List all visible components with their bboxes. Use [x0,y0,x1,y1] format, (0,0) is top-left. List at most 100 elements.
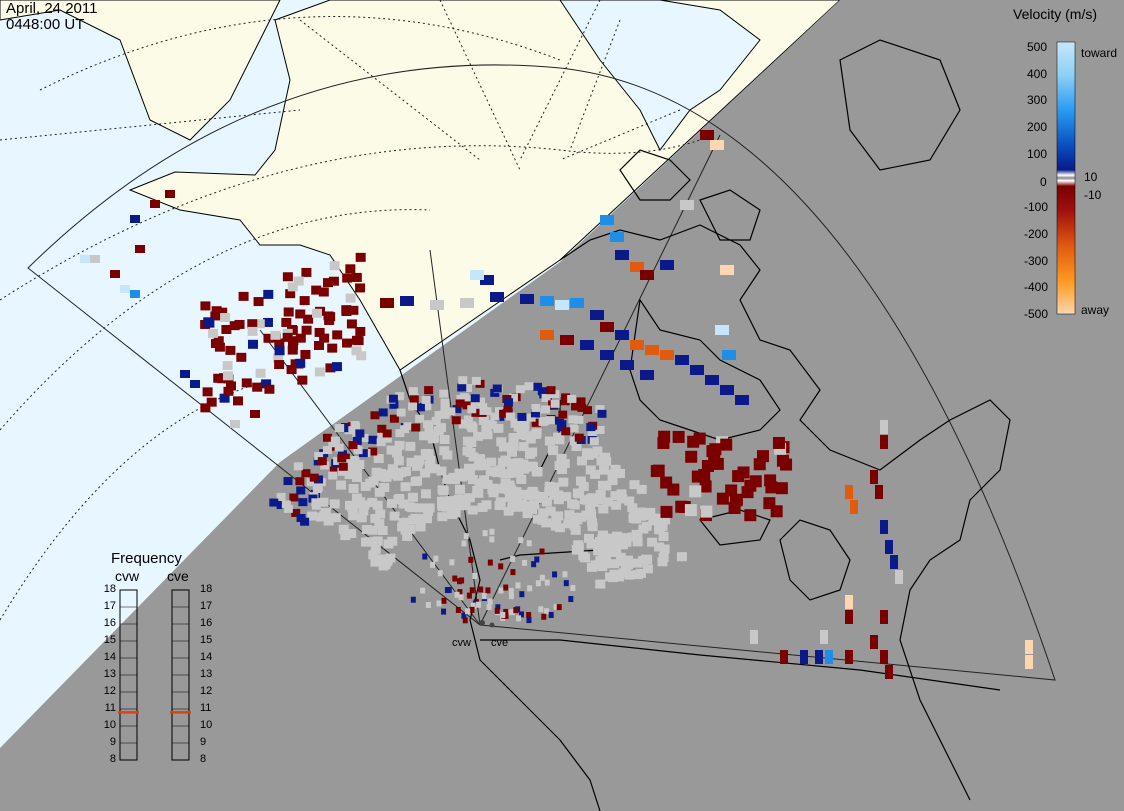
velocity-cell [503,506,514,516]
radar-site-cve [489,622,495,628]
velocity-cell [454,591,460,598]
frequency-label-left: 15 [103,634,116,646]
velocity-cell [749,475,762,488]
velocity-cell [1025,640,1033,654]
velocity-cell [346,528,357,538]
velocity-cell [597,409,607,418]
velocity-cell [519,591,525,598]
velocity-cell [630,340,644,350]
velocity-cell [391,448,402,458]
velocity-cell [772,436,785,449]
velocity-cell [850,500,858,514]
time-label: 0448:00 UT [6,16,85,33]
velocity-cell [504,492,515,502]
velocity-cell [330,513,341,523]
velocity-cell [319,333,330,343]
velocity-cell [457,383,467,392]
velocity-cell [513,468,524,478]
velocity-cell [351,335,362,345]
velocity-cell [344,500,355,510]
velocity-cell [425,602,431,609]
velocity-cell [597,480,608,490]
velocity-cell [527,585,533,592]
velocity-scale-title: Velocity (m/s) [1013,6,1098,22]
velocity-cell [845,485,853,499]
velocity-cell [329,466,339,475]
velocity-cell [526,540,532,547]
frequency-label-left: 14 [103,651,116,663]
frequency-label-left: 8 [109,753,116,765]
velocity-cell [581,448,592,458]
velocity-cell [595,537,606,547]
velocity-cell [420,468,431,478]
velocity-cell [262,317,273,327]
velocity-cell [775,482,788,495]
velocity-cell [526,617,532,624]
velocity-cell [577,403,587,412]
velocity-cell [356,351,367,361]
velocity-cell [402,531,413,541]
velocity-cell [226,381,237,391]
velocity-cell [405,524,416,534]
velocity-cell [640,370,654,380]
velocity-cell [560,335,574,345]
velocity-cell [469,606,475,613]
velocity-cell [295,333,306,343]
velocity-cell [452,405,462,414]
velocity-cell [372,536,383,546]
velocity-cell [507,458,518,468]
velocity-cell [424,503,435,513]
velocity-cell [699,480,712,493]
velocity-cell [600,350,614,360]
velocity-cell [448,472,459,482]
velocity-cell [370,544,381,554]
velocity-cell [485,587,491,594]
velocity-cell [358,449,368,458]
frequency-label-left: 17 [103,600,116,612]
velocity-cell [405,441,416,451]
velocity-cell [311,308,322,318]
velocity-cell [1025,655,1033,669]
velocity-cell [510,555,516,562]
frequency-label-right: 17 [200,600,213,612]
velocity-cell [314,367,325,377]
velocity-cell [213,373,224,383]
velocity-cell [479,461,490,471]
velocity-cell [610,491,621,501]
velocity-cell [460,393,470,402]
velocity-cell [236,352,247,362]
velocity-cell [446,586,452,593]
velocity-cell [150,200,160,208]
velocity-cell [355,429,365,438]
velocity-cell [518,424,529,434]
velocity-cell [458,376,468,385]
velocity-cell [498,442,509,452]
frequency-label-right: 16 [200,617,213,629]
velocity-cell [574,489,585,499]
velocity-cell [527,447,538,457]
velocity-cell [676,552,687,562]
velocity-cell [598,504,609,514]
velocity-cell [439,389,449,398]
velocity-cell [642,554,653,564]
velocity-cell [440,410,450,419]
velocity-cell [478,586,484,593]
velocity-cell [658,553,669,563]
velocity-cell [327,343,338,353]
velocity-cell [282,332,293,342]
velocity-cell [548,446,559,456]
velocity-cell [575,476,586,486]
velocity-cell [372,500,383,510]
velocity-cell [419,431,430,441]
velocity-cell [404,502,415,512]
velocity-cell [562,571,568,578]
velocity-cell [845,650,853,664]
velocity-cell [590,560,601,570]
velocity-cell [460,501,471,511]
velocity-cell [328,276,339,286]
velocity-cell [233,396,244,406]
velocity-cell [624,496,635,506]
velocity-cell [381,472,392,482]
velocity-cell [286,365,297,375]
velocity-cell [678,500,691,513]
